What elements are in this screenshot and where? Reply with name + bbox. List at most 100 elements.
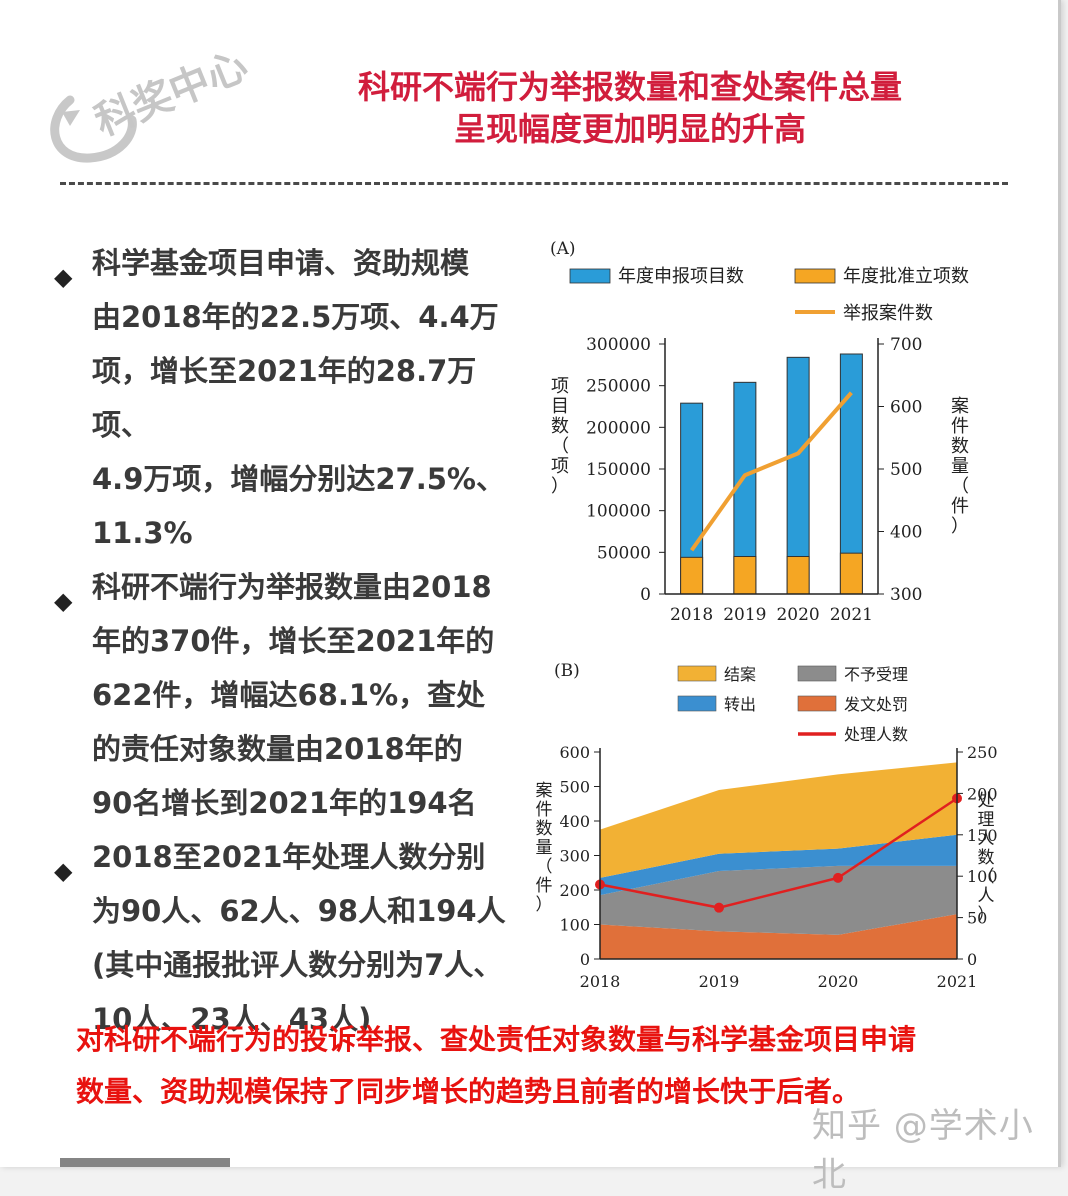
- bar-approved: [733, 556, 757, 595]
- title-line-1: 科研不端行为举报数量和查处案件总量: [357, 68, 902, 106]
- y2-axis-title-char: 理: [978, 810, 995, 830]
- legend-swatch: [797, 695, 837, 712]
- area-transferred: [600, 834, 957, 896]
- y-tick-label: 50000: [597, 543, 651, 563]
- y2-axis-title-char: 件: [951, 496, 969, 517]
- x-tick-label: 2020: [776, 605, 819, 625]
- y-tick-label: 400: [559, 812, 590, 831]
- area-rejected: [600, 865, 957, 935]
- y-tick-label: 200000: [586, 418, 651, 438]
- y-axis-title-char: 项: [551, 376, 569, 397]
- y2-tick-label: 50: [967, 909, 987, 928]
- line-point: [714, 902, 724, 913]
- dashed-divider: [60, 182, 1008, 185]
- panel-label: (A): [550, 239, 576, 259]
- y-axis-title-char: （: [551, 436, 569, 457]
- y2-tick-label: 600: [890, 398, 922, 418]
- line-reports: [689, 391, 853, 552]
- y-axis-title-char: （: [536, 857, 553, 877]
- diamond-bullet-icon: ◆: [54, 263, 73, 291]
- y-tick-label: 300: [559, 847, 590, 866]
- bullet-text: 科学基金项目申请、资助规模 由2018年的22.5万项、4.4万 项，增长至20…: [92, 246, 505, 550]
- x-tick-label: 2019: [699, 972, 740, 991]
- y2-axis-title-char: ）: [978, 905, 995, 925]
- y-axis-title-char: 案: [536, 781, 553, 801]
- y2-axis-title-char: （: [978, 867, 995, 887]
- x-tick-label: 2020: [818, 972, 859, 991]
- legend-label: 转出: [724, 695, 756, 714]
- x-tick-label: 2019: [723, 605, 766, 625]
- conclusion: 对科研不端行为的投诉举报、查处责任对象数量与科学基金项目申请 数量、资助规模保持…: [76, 1014, 996, 1118]
- y-tick-label: 600: [559, 743, 590, 762]
- legend-swatch: [797, 665, 837, 682]
- y-tick-label: 200: [559, 881, 590, 900]
- bar-approved: [680, 556, 704, 595]
- y2-tick-label: 100: [967, 867, 998, 886]
- y-axis-title-char: ）: [551, 476, 569, 497]
- y2-axis-title-char: ）: [951, 516, 969, 537]
- legend-label: 年度批准立项数: [843, 266, 969, 287]
- line-handled: [599, 797, 958, 909]
- y2-axis-title-char: 案: [951, 396, 969, 417]
- x-tick-label: 2021: [830, 605, 873, 625]
- y2-axis-title-char: 人: [978, 886, 995, 906]
- bullet-item-reports: ◆ 科研不端行为举报数量由2018 年的370件，增长至2021年的 622件，…: [52, 560, 522, 830]
- y-tick-label: 500: [559, 778, 590, 797]
- legend-label: 处理人数: [844, 725, 908, 744]
- y2-axis-title-char: （: [951, 476, 969, 497]
- conclusion-line-1: 对科研不端行为的投诉举报、查处责任对象数量与科学基金项目申请: [76, 1023, 917, 1056]
- y2-tick-label: 400: [890, 523, 922, 543]
- diamond-bullet-icon: ◆: [54, 587, 73, 615]
- y-tick-label: 0: [640, 585, 651, 605]
- logo: 科奖中心: [50, 43, 254, 163]
- y-axis-title-char: 数: [536, 819, 553, 839]
- y2-axis-title-char: 数: [978, 848, 995, 868]
- line-point: [833, 872, 843, 883]
- y2-axis-title-char: 件: [951, 416, 969, 437]
- y2-tick-label: 0: [967, 950, 977, 969]
- y2-axis-title-char: 处: [978, 791, 995, 811]
- y2-tick-label: 200: [967, 784, 998, 803]
- y2-axis-title-char: 数: [951, 436, 969, 457]
- y-axis-title-char: ）: [536, 895, 553, 915]
- legend-label: 不予受理: [844, 665, 908, 684]
- y-tick-label: 300000: [586, 335, 651, 355]
- y2-tick-label: 500: [890, 460, 922, 480]
- title-line-2: 呈现幅度更加明显的升高: [453, 110, 806, 148]
- bullet-text: 2018至2021年处理人数分别 为90人、62人、98人和194人 (其中通报…: [92, 840, 506, 1036]
- y-axis-title-char: 量: [536, 838, 553, 858]
- legend-swatch: [677, 665, 717, 682]
- y2-tick-label: 700: [890, 335, 922, 355]
- y-tick-label: 150000: [586, 460, 651, 480]
- legend-label: 举报案件数: [843, 303, 933, 324]
- legend-swatch: [677, 695, 717, 712]
- y2-axis-title-char: 人: [978, 829, 995, 849]
- bar-approved: [786, 556, 810, 595]
- y-tick-label: 100: [559, 916, 590, 935]
- bullet-list: ◆ 科学基金项目申请、资助规模 由2018年的22.5万项、4.4万 项，增长至…: [52, 236, 522, 1046]
- legend-label: 年度申报项目数: [618, 266, 744, 287]
- y2-tick-label: 300: [890, 585, 922, 605]
- diamond-bullet-icon: ◆: [54, 857, 73, 885]
- bar-approved: [839, 552, 863, 595]
- bullet-item-funding: ◆ 科学基金项目申请、资助规模 由2018年的22.5万项、4.4万 项，增长至…: [52, 236, 522, 560]
- legend-swatch: [794, 268, 836, 284]
- cutoff-heading-fragment: [60, 1158, 230, 1167]
- y-tick-label: 100000: [586, 502, 651, 522]
- y-axis-title-char: 数: [551, 416, 569, 437]
- y-tick-label: 250000: [586, 377, 651, 397]
- area-closed: [600, 762, 957, 878]
- y-axis-title-char: 项: [551, 456, 569, 477]
- page-title: 科研不端行为举报数量和查处案件总量 呈现幅度更加明显的升高: [300, 66, 960, 150]
- legend-swatch: [569, 268, 611, 284]
- y2-tick-label: 250: [967, 743, 998, 762]
- x-tick-label: 2018: [670, 605, 713, 625]
- x-tick-label: 2018: [580, 972, 621, 991]
- x-tick-label: 2021: [937, 972, 978, 991]
